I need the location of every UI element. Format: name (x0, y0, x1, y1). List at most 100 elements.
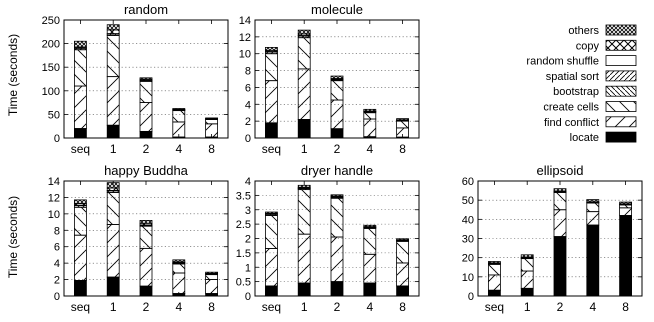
y-tick-label: 1 (245, 262, 251, 274)
y-tick-label: 3 (245, 205, 251, 217)
y-tick-label: 0.5 (236, 277, 251, 289)
bar-2 (553, 188, 567, 297)
bar-segment-create-cells (106, 35, 120, 78)
bar-segment-find-conflict (396, 262, 410, 287)
y-tick-label: 10 (48, 209, 60, 221)
y-tick-label: 4 (54, 258, 60, 270)
legend-item-copy: copy (576, 39, 637, 52)
legend-item-random-shuffle: random shuffle (526, 55, 637, 68)
bar-4 (363, 224, 377, 297)
x-tick-label: 2 (557, 300, 564, 314)
bar-segment-create-cells (363, 228, 377, 255)
bar-segment-find-conflict (139, 247, 153, 287)
y-tick-label: 60 (462, 176, 474, 188)
y-tick-label: 150 (42, 62, 60, 74)
bar-segment-others (264, 211, 278, 214)
legend-swatch (605, 24, 637, 36)
y-tick-label: 6 (54, 242, 60, 254)
y-tick-label: 14 (48, 176, 60, 188)
x-tick-label: seq (71, 142, 90, 156)
y-tick-label: 6 (245, 82, 251, 94)
bar-segment-others (396, 238, 410, 241)
bar-4 (172, 108, 186, 139)
legend-label: others (568, 25, 599, 37)
x-tick-label: 2 (143, 142, 150, 156)
y-tick-label: 20 (462, 253, 474, 265)
bar-segment-others (586, 199, 600, 203)
y-tick-label: 50 (462, 195, 474, 207)
bar-segment-others (619, 201, 632, 205)
x-tick-label: 1 (524, 300, 531, 314)
x-tick-label: 4 (589, 300, 596, 314)
bar-segment-others (330, 194, 344, 197)
x-tick-label: 4 (366, 300, 373, 314)
y-tick-label: 250 (42, 15, 60, 27)
x-tick-label: seq (262, 300, 281, 314)
bar-segment-create-cells (205, 119, 219, 125)
y-tick-label: 0 (54, 133, 60, 145)
y-tick-label: 2 (245, 116, 251, 128)
x-tick-label: 1 (301, 142, 308, 156)
bar-segment-locate (619, 215, 632, 297)
legend: others copy random shuffle spatial sort boot… (526, 24, 637, 144)
bar-segment-create-cells (396, 120, 410, 129)
x-tick-label: 8 (399, 300, 406, 314)
bar-2 (139, 77, 153, 139)
legend-swatch (605, 85, 637, 97)
legend-item-create-cells: create cells (543, 101, 637, 114)
bar-segment-create-cells (297, 189, 311, 235)
y-axis-label-top: Time (seconds) (6, 34, 20, 116)
bar-segment-others (106, 24, 120, 31)
bar-segment-others (363, 108, 377, 112)
bar-segment-others (363, 224, 377, 228)
bar-segment-create-cells (487, 263, 501, 276)
bar-segment-create-cells (264, 215, 278, 249)
bar-segment-find-conflict (205, 279, 219, 294)
bar-1 (297, 29, 311, 139)
bar-segment-find-conflict (363, 253, 377, 284)
plot-frame (477, 180, 643, 297)
panel-title: random (124, 2, 168, 17)
x-tick-label: 1 (301, 300, 308, 314)
bar-segment-find-conflict (74, 234, 87, 281)
legend-label: copy (576, 40, 600, 52)
bar-segment-find-conflict (106, 76, 120, 126)
panel-title: molecule (311, 2, 363, 17)
bar-segment-find-conflict (106, 224, 120, 278)
panel-title: ellipsoid (537, 163, 584, 178)
bar-segment-create-cells (106, 192, 120, 225)
bar-segment-create-cells (586, 202, 600, 213)
legend-swatch (605, 70, 637, 82)
bar-segment-others (139, 77, 153, 80)
bar-segment-others (205, 271, 219, 274)
bar-segment-find-conflict (264, 80, 278, 124)
bar-segment-others (139, 220, 153, 224)
bar-segment-find-conflict (330, 99, 344, 130)
legend-label: create cells (543, 102, 599, 114)
y-tick-label: 2.5 (236, 219, 251, 231)
bar-seq (74, 199, 87, 297)
legend-swatch (605, 39, 637, 51)
y-tick-label: 200 (42, 39, 60, 51)
legend-label: random shuffle (526, 56, 599, 68)
x-tick-label: seq (485, 300, 504, 314)
bar-segment-others (396, 118, 410, 121)
bar-segment-create-cells (139, 80, 153, 104)
x-tick-label: 8 (208, 300, 215, 314)
x-tick-label: 4 (175, 300, 182, 314)
bar-segment-others (172, 108, 186, 110)
panel-title: dryer handle (301, 163, 373, 178)
legend-label: spatial sort (546, 71, 599, 83)
bar-segment-others (330, 75, 344, 79)
y-tick-label: 0 (468, 291, 474, 303)
bar-seq (74, 40, 87, 139)
bar-seq (264, 46, 278, 139)
y-tick-label: 0 (245, 291, 251, 303)
legend-swatch (605, 131, 637, 143)
bar-4 (172, 259, 186, 297)
bar-8 (619, 201, 632, 297)
x-tick-label: seq (262, 142, 281, 156)
